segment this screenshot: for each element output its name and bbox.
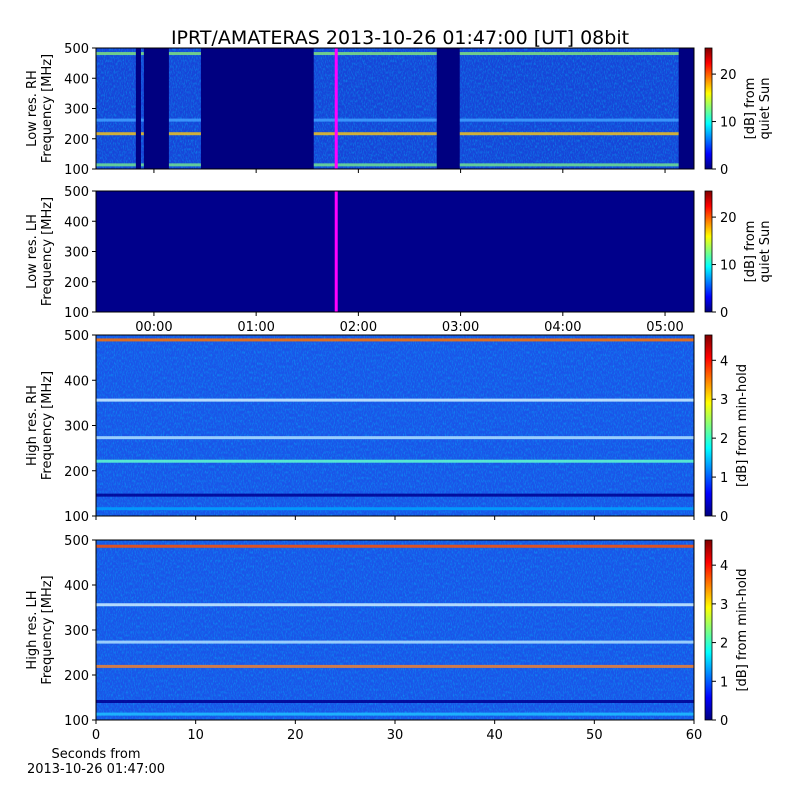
- y-tick-label: 300: [64, 624, 89, 639]
- time-marker: [334, 191, 338, 312]
- y-tick-label: 100: [64, 714, 89, 729]
- colorbar-tick-label: 0: [720, 714, 728, 729]
- colorbar-tick-label: 4: [720, 354, 728, 369]
- x-tick-label: 05:00: [646, 320, 683, 335]
- y-axis-label: Frequency [MHz]: [40, 371, 55, 480]
- band: [96, 603, 694, 607]
- y-tick-label: 500: [64, 185, 89, 200]
- y-axis-label: Frequency [MHz]: [40, 197, 55, 306]
- spectrogram-noise: [96, 335, 694, 516]
- colorbar-tick-label: 2: [720, 432, 728, 447]
- colorbar-tick-label: 0: [720, 510, 728, 525]
- x-tick-label: 02:00: [340, 320, 377, 335]
- chart-title: IPRT/AMATERAS 2013-10-26 01:47:00 [UT] 0…: [171, 27, 629, 49]
- band: [96, 640, 694, 644]
- y-tick-label: 200: [64, 133, 89, 148]
- y-tick-label: 200: [64, 669, 89, 684]
- colorbar-tick-label: 1: [720, 471, 728, 486]
- data-gap: [200, 48, 314, 169]
- colorbar-tick-label: 0: [720, 163, 728, 178]
- y-tick-label: 100: [64, 306, 89, 321]
- y-tick-label: 500: [64, 42, 89, 57]
- y-axis-label: Frequency [MHz]: [40, 54, 55, 163]
- y-axis-label: High res. LH: [25, 590, 40, 669]
- colorbar: [704, 47, 713, 170]
- y-tick-label: 300: [64, 420, 89, 435]
- colorbar-label: quiet Sun: [758, 77, 773, 139]
- colorbar: [704, 334, 713, 517]
- spectrogram-noise: [96, 540, 694, 720]
- x-tick-label: 10: [187, 728, 204, 743]
- band: [96, 507, 694, 511]
- y-tick-label: 400: [64, 215, 89, 230]
- colorbar-label: quiet Sun: [758, 220, 773, 282]
- colorbar-tick-label: 3: [720, 393, 728, 408]
- colorbar-label: [dB] from min-hold: [735, 364, 750, 487]
- band: [96, 493, 694, 497]
- y-tick-label: 400: [64, 72, 89, 87]
- colorbar-tick-label: 20: [720, 68, 737, 83]
- x-tick-label: 03:00: [442, 320, 479, 335]
- colorbar-tick-label: 0: [720, 306, 728, 321]
- band: [96, 132, 694, 136]
- x-axis-label: 2013-10-26 01:47:00: [27, 762, 165, 777]
- y-tick-label: 500: [64, 329, 89, 344]
- data-gap: [135, 48, 141, 169]
- band: [96, 118, 694, 122]
- y-tick-label: 500: [64, 534, 89, 549]
- x-tick-label: 01:00: [237, 320, 274, 335]
- x-tick-label: 50: [586, 728, 603, 743]
- band: [96, 459, 694, 463]
- y-tick-label: 200: [64, 276, 89, 291]
- y-tick-label: 200: [64, 465, 89, 480]
- x-tick-label: 0: [92, 728, 100, 743]
- colorbar: [704, 190, 713, 313]
- colorbar-tick-label: 10: [720, 116, 737, 131]
- colorbar-tick-label: 2: [720, 637, 728, 652]
- band: [96, 712, 694, 716]
- colorbar-tick-label: 1: [720, 675, 728, 690]
- colorbar-tick-label: 3: [720, 598, 728, 613]
- x-tick-label: 00:00: [135, 320, 172, 335]
- time-marker: [334, 48, 338, 169]
- x-tick-label: 40: [486, 728, 503, 743]
- data-gap: [436, 48, 460, 169]
- x-tick-label: 04:00: [544, 320, 581, 335]
- y-tick-label: 100: [64, 163, 89, 178]
- spectrogram: [96, 191, 694, 312]
- band: [96, 338, 694, 342]
- x-axis-label: Seconds from: [51, 747, 140, 762]
- band: [96, 52, 694, 56]
- y-tick-label: 300: [64, 246, 89, 261]
- y-tick-label: 300: [64, 103, 89, 118]
- band: [96, 700, 694, 703]
- data-gap: [678, 48, 694, 169]
- x-tick-label: 30: [387, 728, 404, 743]
- colorbar: [704, 539, 713, 721]
- band: [96, 664, 694, 668]
- y-tick-label: 400: [64, 374, 89, 389]
- colorbar-label: [dB] from min-hold: [735, 568, 750, 691]
- band: [96, 544, 694, 548]
- y-axis-label: Frequency [MHz]: [40, 575, 55, 684]
- x-tick-label: 60: [686, 728, 703, 743]
- band: [96, 436, 694, 440]
- data-gap: [143, 48, 169, 169]
- colorbar-tick-label: 4: [720, 559, 728, 574]
- x-tick-label: 20: [287, 728, 304, 743]
- spectrogram-noise: [96, 48, 694, 169]
- y-tick-label: 400: [64, 579, 89, 594]
- band: [96, 163, 694, 167]
- y-axis-label: Low res. RH: [25, 70, 40, 147]
- band: [96, 398, 694, 402]
- colorbar-tick-label: 20: [720, 211, 737, 226]
- y-axis-label: Low res. LH: [25, 214, 40, 289]
- colorbar-label: [dB] from: [743, 221, 758, 283]
- colorbar-label: [dB] from: [743, 78, 758, 140]
- y-axis-label: High res. RH: [25, 385, 40, 466]
- y-tick-label: 100: [64, 510, 89, 525]
- colorbar-tick-label: 10: [720, 259, 737, 274]
